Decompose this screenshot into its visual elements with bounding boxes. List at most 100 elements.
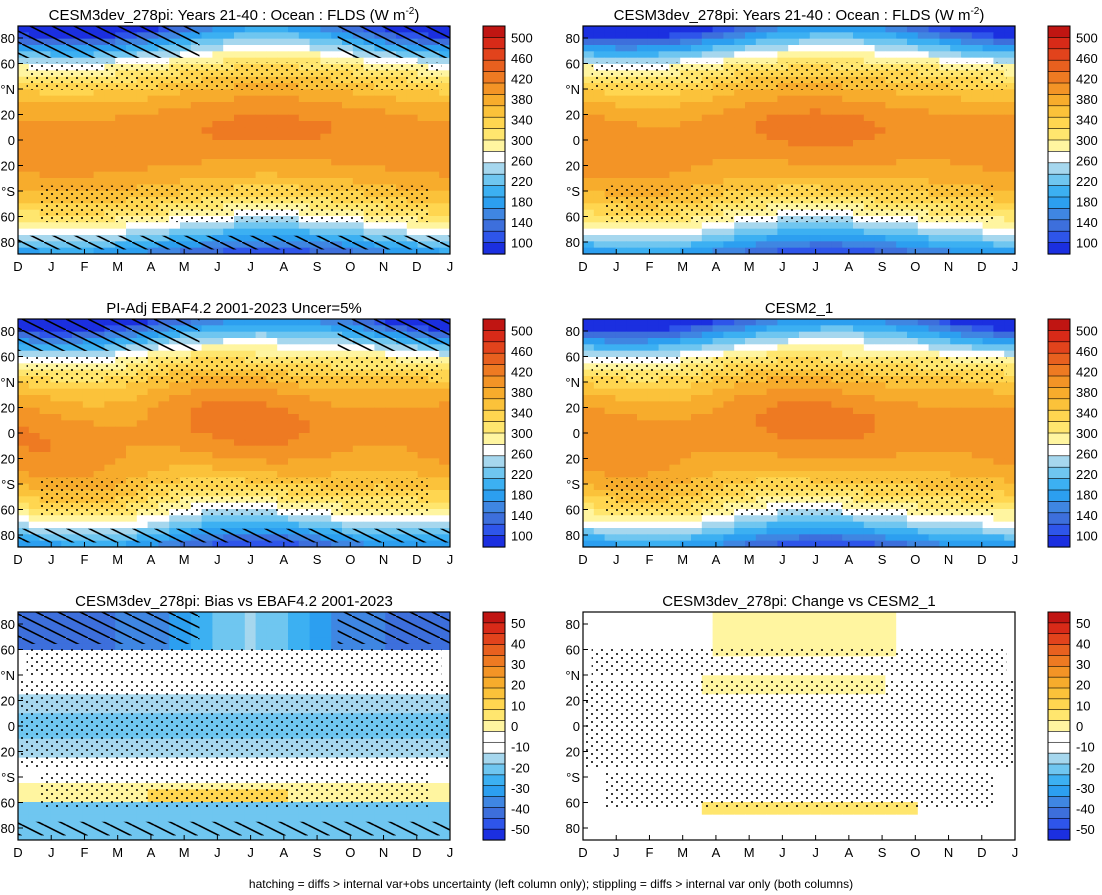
colorbar-bin — [482, 444, 506, 457]
field-cell — [647, 108, 659, 116]
field-cell — [320, 228, 332, 236]
field-cell — [701, 57, 713, 65]
field-cell — [766, 57, 778, 65]
field-cell — [255, 38, 267, 46]
field-cell — [331, 121, 343, 128]
field-cell — [820, 114, 832, 122]
field-cell — [147, 121, 159, 128]
field-cell — [61, 133, 73, 141]
field-cell — [266, 159, 278, 166]
field-cell — [637, 152, 649, 160]
colorbar-label: 340 — [511, 405, 533, 420]
field-cell — [939, 228, 951, 236]
field-cell — [234, 540, 246, 548]
field-cell — [723, 350, 735, 358]
field-cell — [885, 38, 897, 46]
field-cell — [809, 344, 821, 352]
field-cell — [331, 439, 343, 447]
field-cell — [363, 401, 375, 409]
field-cell — [799, 57, 811, 65]
field-cell — [1004, 184, 1016, 192]
colorbar-bin — [482, 105, 506, 118]
field-cell — [126, 146, 138, 154]
field-cell — [885, 95, 897, 103]
field-cell — [244, 51, 256, 59]
field-cell — [428, 190, 440, 198]
colorbar-bin — [1047, 151, 1071, 164]
field-cell — [755, 165, 767, 173]
field-cell — [136, 388, 148, 396]
field-cell — [223, 388, 235, 396]
field-cell — [637, 228, 649, 236]
field-cell — [982, 146, 994, 154]
panel-title: CESM3dev_278pi: Years 21-40 : Ocean : FL… — [49, 6, 420, 24]
field-cell — [363, 121, 375, 128]
field-cell — [277, 133, 289, 141]
colorbar-label: 140 — [511, 215, 533, 230]
field-cell — [961, 350, 973, 358]
field-cell — [604, 32, 616, 40]
field-cell — [950, 331, 962, 339]
field-cell — [309, 414, 321, 421]
field-cell — [136, 222, 148, 230]
field-cell — [50, 102, 62, 109]
field-cell — [374, 471, 386, 478]
field-cell — [93, 178, 105, 185]
field-cell — [18, 197, 30, 204]
field-cell — [190, 420, 202, 428]
field-cell — [309, 57, 321, 65]
field-cell — [169, 414, 181, 421]
field-cell — [309, 382, 321, 390]
field-cell — [115, 515, 127, 523]
field-cell — [647, 241, 659, 249]
field-cell — [658, 241, 670, 249]
field-cell — [917, 95, 929, 103]
field-cell — [428, 171, 440, 179]
field-cell — [928, 38, 940, 46]
field-cell — [82, 382, 94, 390]
field-cell — [234, 32, 246, 40]
field-cell — [658, 146, 670, 154]
field-cell — [982, 51, 994, 59]
field-cell — [180, 127, 192, 135]
field-cell — [593, 114, 605, 122]
field-cell — [658, 38, 670, 46]
field-cell — [428, 483, 440, 491]
field-cell — [50, 420, 62, 428]
field-cell — [917, 127, 929, 135]
field-cell — [993, 26, 1005, 33]
field-cell — [971, 228, 983, 236]
field-cell — [907, 146, 919, 154]
field-cell — [82, 57, 94, 65]
field-cell — [39, 515, 51, 523]
field-cell — [820, 247, 832, 255]
field-cell — [669, 382, 681, 390]
field-cell — [136, 350, 148, 358]
field-cell — [352, 452, 364, 459]
field-cell — [298, 338, 310, 345]
field-cell — [61, 146, 73, 154]
field-cell — [234, 471, 246, 478]
field-cell — [288, 108, 300, 116]
field-cell — [212, 426, 224, 434]
field-cell — [320, 57, 332, 65]
field-cell — [61, 228, 73, 236]
field-cell — [615, 140, 627, 147]
field-cell — [439, 89, 451, 97]
field-cell — [244, 515, 256, 523]
field-cell — [766, 241, 778, 249]
field-cell — [320, 540, 332, 548]
field-cell — [993, 184, 1005, 192]
field-cell — [583, 203, 595, 211]
field-cell — [18, 178, 30, 185]
field-cell — [777, 165, 789, 173]
field-cell — [755, 32, 767, 40]
x-tick-label: O — [345, 552, 355, 567]
field-cell — [723, 133, 735, 141]
field-cell — [961, 26, 973, 33]
field-cell — [583, 350, 595, 358]
field-cell — [234, 57, 246, 65]
field-cell — [82, 171, 94, 179]
field-cell — [788, 114, 800, 122]
field-cell — [363, 247, 375, 255]
